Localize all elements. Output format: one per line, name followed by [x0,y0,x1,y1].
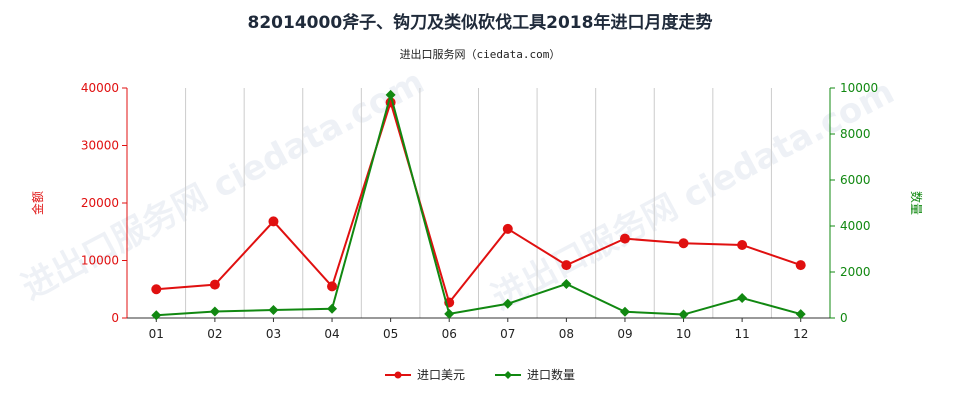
legend-label-amount: 进口美元 [416,368,465,382]
legend-swatch-quantity [495,370,521,379]
data-point-amount [795,260,806,271]
x-tick-label: 11 [734,327,749,341]
data-point-amount [678,238,689,249]
data-point-amount [209,279,220,290]
y-tick-label-right: 8000 [840,127,871,141]
data-point-amount [151,284,162,295]
data-point-quantity [795,309,806,320]
legend: 进口美元 进口数量 [0,366,960,383]
legend-item-amount[interactable]: 进口美元 [384,366,465,383]
data-point-amount [502,223,513,234]
data-point-quantity [327,303,338,314]
x-tick-label: 06 [442,327,457,341]
x-tick-label: 07 [500,327,515,341]
chart-subtitle: 进出口服务网（ciedata.com） [399,48,561,61]
x-tick-label: 05 [383,327,398,341]
y-tick-label-left: 40000 [81,81,119,95]
data-point-quantity [678,309,689,320]
data-point-amount [327,281,338,292]
legend-item-quantity[interactable]: 进口数量 [495,366,575,383]
y-axis-title-right: 数量 [909,191,924,215]
x-tick-label: 12 [793,327,808,341]
chart: 0 10000 20000 30000 40000 0 2000 4000 6000 8000 10… [30,81,924,341]
x-tick-label: 03 [266,327,281,341]
y-tick-label-right: 4000 [840,219,871,233]
x-tick-label: 02 [207,327,222,341]
data-point-quantity [385,89,396,100]
data-point-amount [737,239,748,250]
x-tick-label: 01 [149,327,164,341]
data-point-quantity [737,292,748,303]
series-line-quantity [156,91,801,317]
series-line-amount [156,98,802,305]
x-tick-label: 10 [676,327,691,341]
legend-swatch-amount [384,371,411,378]
x-tick-label: 08 [559,327,574,341]
y-tick-label-right: 6000 [840,173,871,187]
data-point-quantity [619,306,630,317]
data-point-quantity [209,306,220,317]
y-tick-label-right: 0 [840,311,848,325]
chart-title: 82014000斧子、钩刀及类似砍伐工具2018年进口月度走势 [247,13,713,33]
data-point-quantity [502,298,513,309]
y-tick-label-right: 10000 [840,81,878,95]
data-point-amount [561,260,572,271]
y-tick-label-left: 0 [111,311,119,325]
legend-label-quantity: 进口数量 [527,368,576,382]
x-tick-label: 09 [617,327,632,341]
y-tick-label-left: 30000 [81,139,119,153]
data-point-quantity [151,310,162,321]
data-point-amount [268,216,279,227]
data-point-quantity [561,278,572,289]
y-axis-title-left: 金额 [30,191,45,215]
data-point-quantity [444,308,455,319]
y-tick-label-left: 20000 [81,196,119,210]
y-tick-label-right: 2000 [840,265,871,279]
x-tick-label: 04 [324,327,339,341]
y-tick-label-left: 10000 [81,254,119,268]
data-point-quantity [268,304,279,315]
data-point-amount [619,233,630,244]
